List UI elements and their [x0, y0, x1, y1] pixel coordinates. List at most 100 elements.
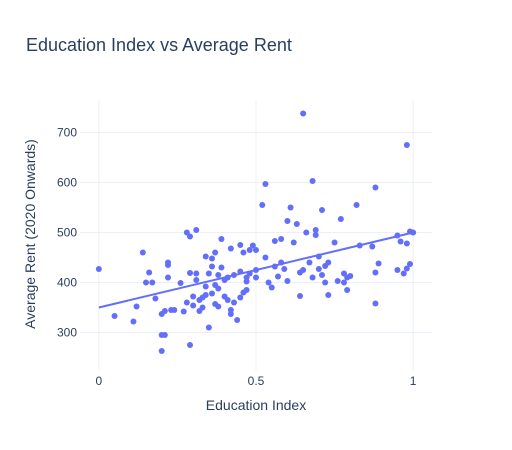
data-point: [246, 247, 253, 253]
data-point: [400, 270, 407, 277]
data-point: [243, 287, 250, 293]
data-point: [275, 273, 281, 280]
y-tick-label: 400: [57, 276, 77, 290]
data-point: [193, 270, 200, 277]
data-point: [249, 242, 256, 249]
data-point: [262, 181, 269, 187]
y-axis-ticks: 300 400 500 600 700: [57, 126, 77, 340]
data-point: [218, 236, 225, 242]
data-point: [397, 238, 404, 245]
x-axis-ticks: 0 0.5 1: [96, 374, 417, 388]
data-point: [187, 342, 193, 348]
data-point: [297, 293, 303, 299]
data-point: [133, 303, 140, 310]
data-point: [139, 249, 146, 256]
data-point: [215, 285, 222, 292]
data-point: [325, 259, 332, 266]
data-point: [407, 261, 413, 267]
data-point: [353, 202, 360, 208]
data-point: [199, 304, 206, 311]
data-point: [315, 266, 322, 272]
data-point: [215, 272, 222, 278]
y-tick-label: 500: [57, 226, 77, 240]
data-point: [337, 216, 344, 222]
data-point: [227, 245, 234, 252]
data-point: [161, 308, 168, 314]
data-point: [344, 287, 351, 293]
data-point: [111, 313, 118, 319]
data-point: [334, 278, 341, 284]
data-point: [165, 259, 171, 266]
data-point: [300, 110, 307, 117]
data-point: [372, 300, 379, 307]
data-point: [161, 332, 168, 338]
data-point: [212, 249, 219, 256]
data-point: [158, 348, 165, 354]
data-point: [171, 307, 178, 313]
data-point: [325, 292, 332, 298]
data-point: [271, 238, 278, 244]
data-point: [218, 264, 225, 271]
data-point: [287, 204, 294, 211]
data-point: [284, 218, 291, 224]
data-point: [224, 297, 231, 303]
data-point: [306, 259, 313, 266]
x-tick-label: 1: [410, 374, 417, 388]
data-point: [202, 253, 209, 260]
data-point: [227, 311, 234, 317]
y-axis-label: Average Rent (2020 Onwards): [22, 139, 38, 329]
data-point: [237, 294, 244, 301]
data-point: [403, 265, 410, 272]
data-point: [193, 277, 200, 283]
data-point: [293, 221, 300, 227]
data-point: [319, 207, 325, 213]
data-point: [180, 308, 187, 315]
data-point: [394, 267, 401, 273]
y-tick-label: 700: [57, 126, 77, 140]
data-point: [193, 227, 200, 233]
data-point: [187, 270, 193, 276]
data-point: [202, 292, 209, 298]
data-point: [152, 295, 159, 302]
data-point: [331, 239, 338, 246]
data-point: [240, 249, 247, 256]
data-point: [372, 184, 379, 191]
y-tick-label: 300: [57, 326, 77, 340]
x-tick-label: 0: [96, 374, 103, 388]
data-point: [149, 279, 156, 286]
data-point: [177, 280, 184, 286]
data-point: [205, 270, 212, 277]
trendline: [98, 231, 414, 309]
data-point: [165, 274, 171, 281]
data-point: [281, 266, 288, 272]
data-point: [265, 279, 272, 286]
data-point: [284, 278, 291, 284]
data-point: [309, 178, 316, 184]
data-point: [146, 269, 153, 276]
data-point: [202, 283, 209, 290]
x-tick-label: 0.5: [248, 374, 265, 388]
data-point: [253, 274, 259, 281]
data-point: [322, 279, 329, 286]
data-point: [347, 273, 354, 279]
data-point: [231, 299, 237, 306]
data-point: [95, 266, 102, 272]
data-point: [403, 142, 410, 148]
data-points: [95, 110, 417, 354]
data-point: [262, 254, 269, 261]
data-point: [234, 317, 241, 323]
data-point: [268, 284, 275, 291]
trendline-group: [98, 231, 414, 309]
data-point: [312, 232, 319, 238]
chart-title: Education Index vs Average Rent: [26, 35, 292, 55]
y-tick-label: 600: [57, 176, 77, 190]
data-point: [375, 260, 382, 267]
data-point: [143, 279, 149, 286]
data-point: [130, 318, 137, 325]
data-point: [290, 239, 297, 246]
data-point: [190, 302, 197, 309]
data-point: [253, 247, 259, 253]
data-point: [187, 233, 193, 240]
data-point: [312, 227, 319, 233]
